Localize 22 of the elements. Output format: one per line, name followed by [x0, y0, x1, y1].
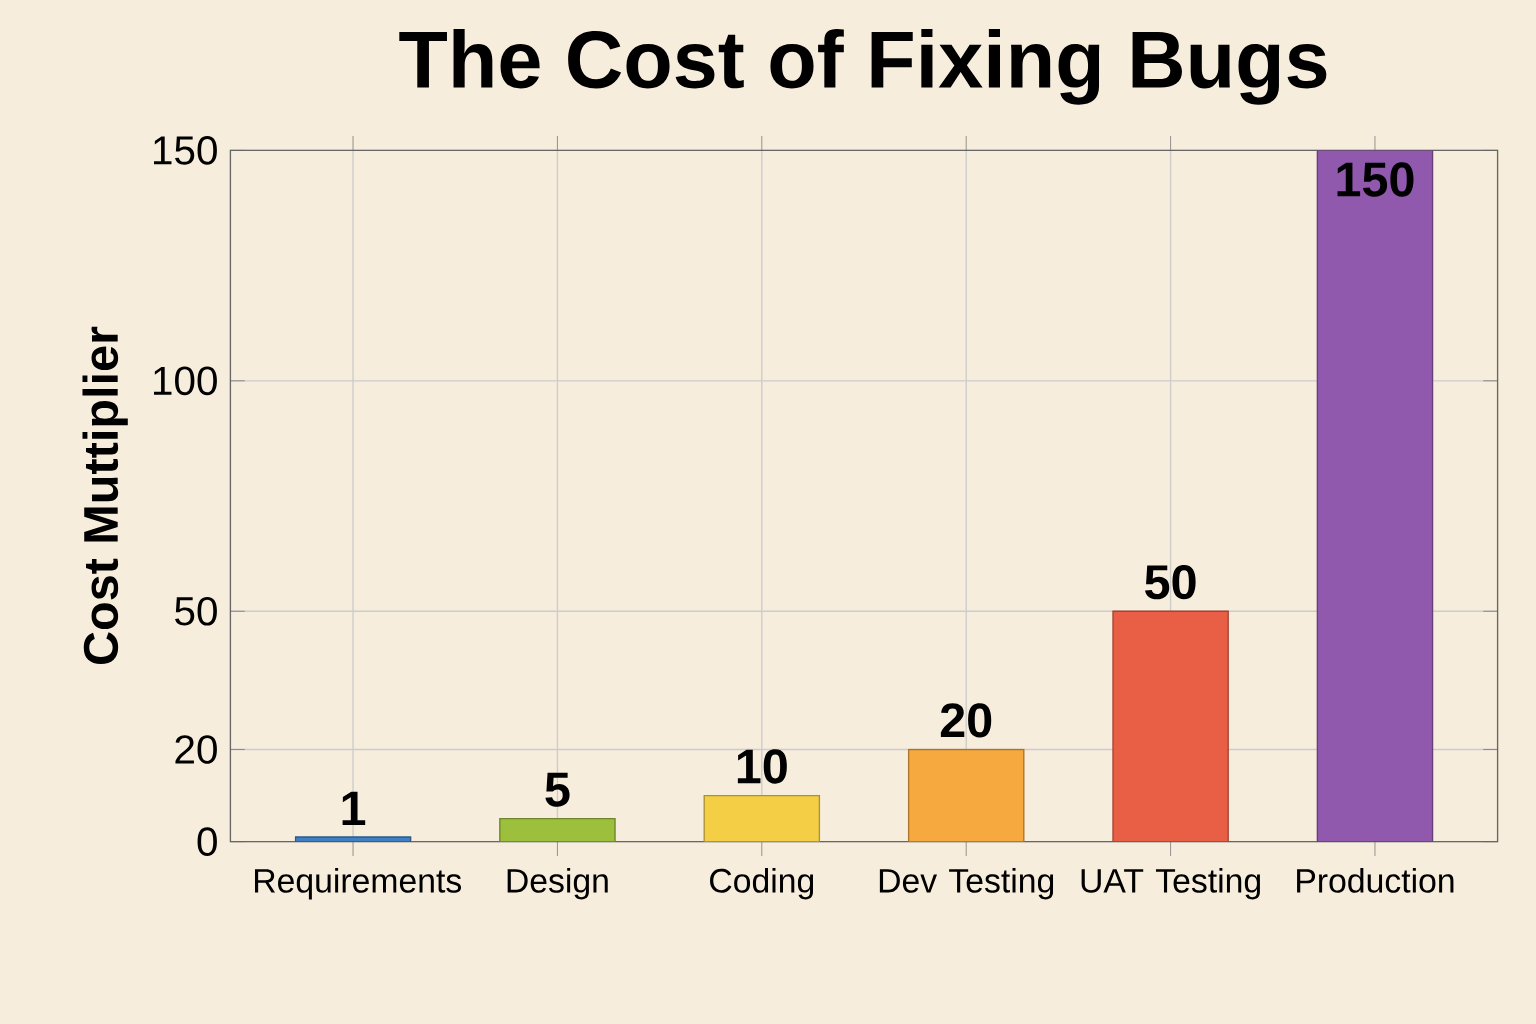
data-label: 1 [342, 791, 366, 826]
data-label: 150 [1337, 162, 1414, 197]
y-tick-label: 20 [175, 735, 217, 764]
x-tick-label: UAT Testing [1081, 867, 1261, 900]
chart-title: The Cost of Fixing Bugs [399, 28, 1327, 105]
x-tick-label: Coding [710, 867, 814, 900]
bar [907, 748, 1025, 842]
x-tick-label: Requirements [254, 867, 462, 900]
data-label: 10 [737, 749, 787, 784]
data-label: 5 [545, 772, 570, 807]
data-label: 50 [1145, 564, 1196, 600]
y-tick-label: 150 [154, 136, 217, 165]
bar [1112, 610, 1229, 842]
y-tick-label: 100 [154, 366, 217, 396]
y-axis-title: Cost Muttiplier [82, 326, 128, 665]
bar [499, 817, 616, 842]
x-tick-label: Design [507, 867, 608, 900]
data-label: 20 [940, 703, 992, 738]
y-tick-label: 50 [175, 596, 217, 626]
x-tick-label: Production [1297, 867, 1454, 893]
y-tick-label: 0 [197, 827, 217, 856]
x-tick-label: Dev Testing [879, 867, 1054, 900]
